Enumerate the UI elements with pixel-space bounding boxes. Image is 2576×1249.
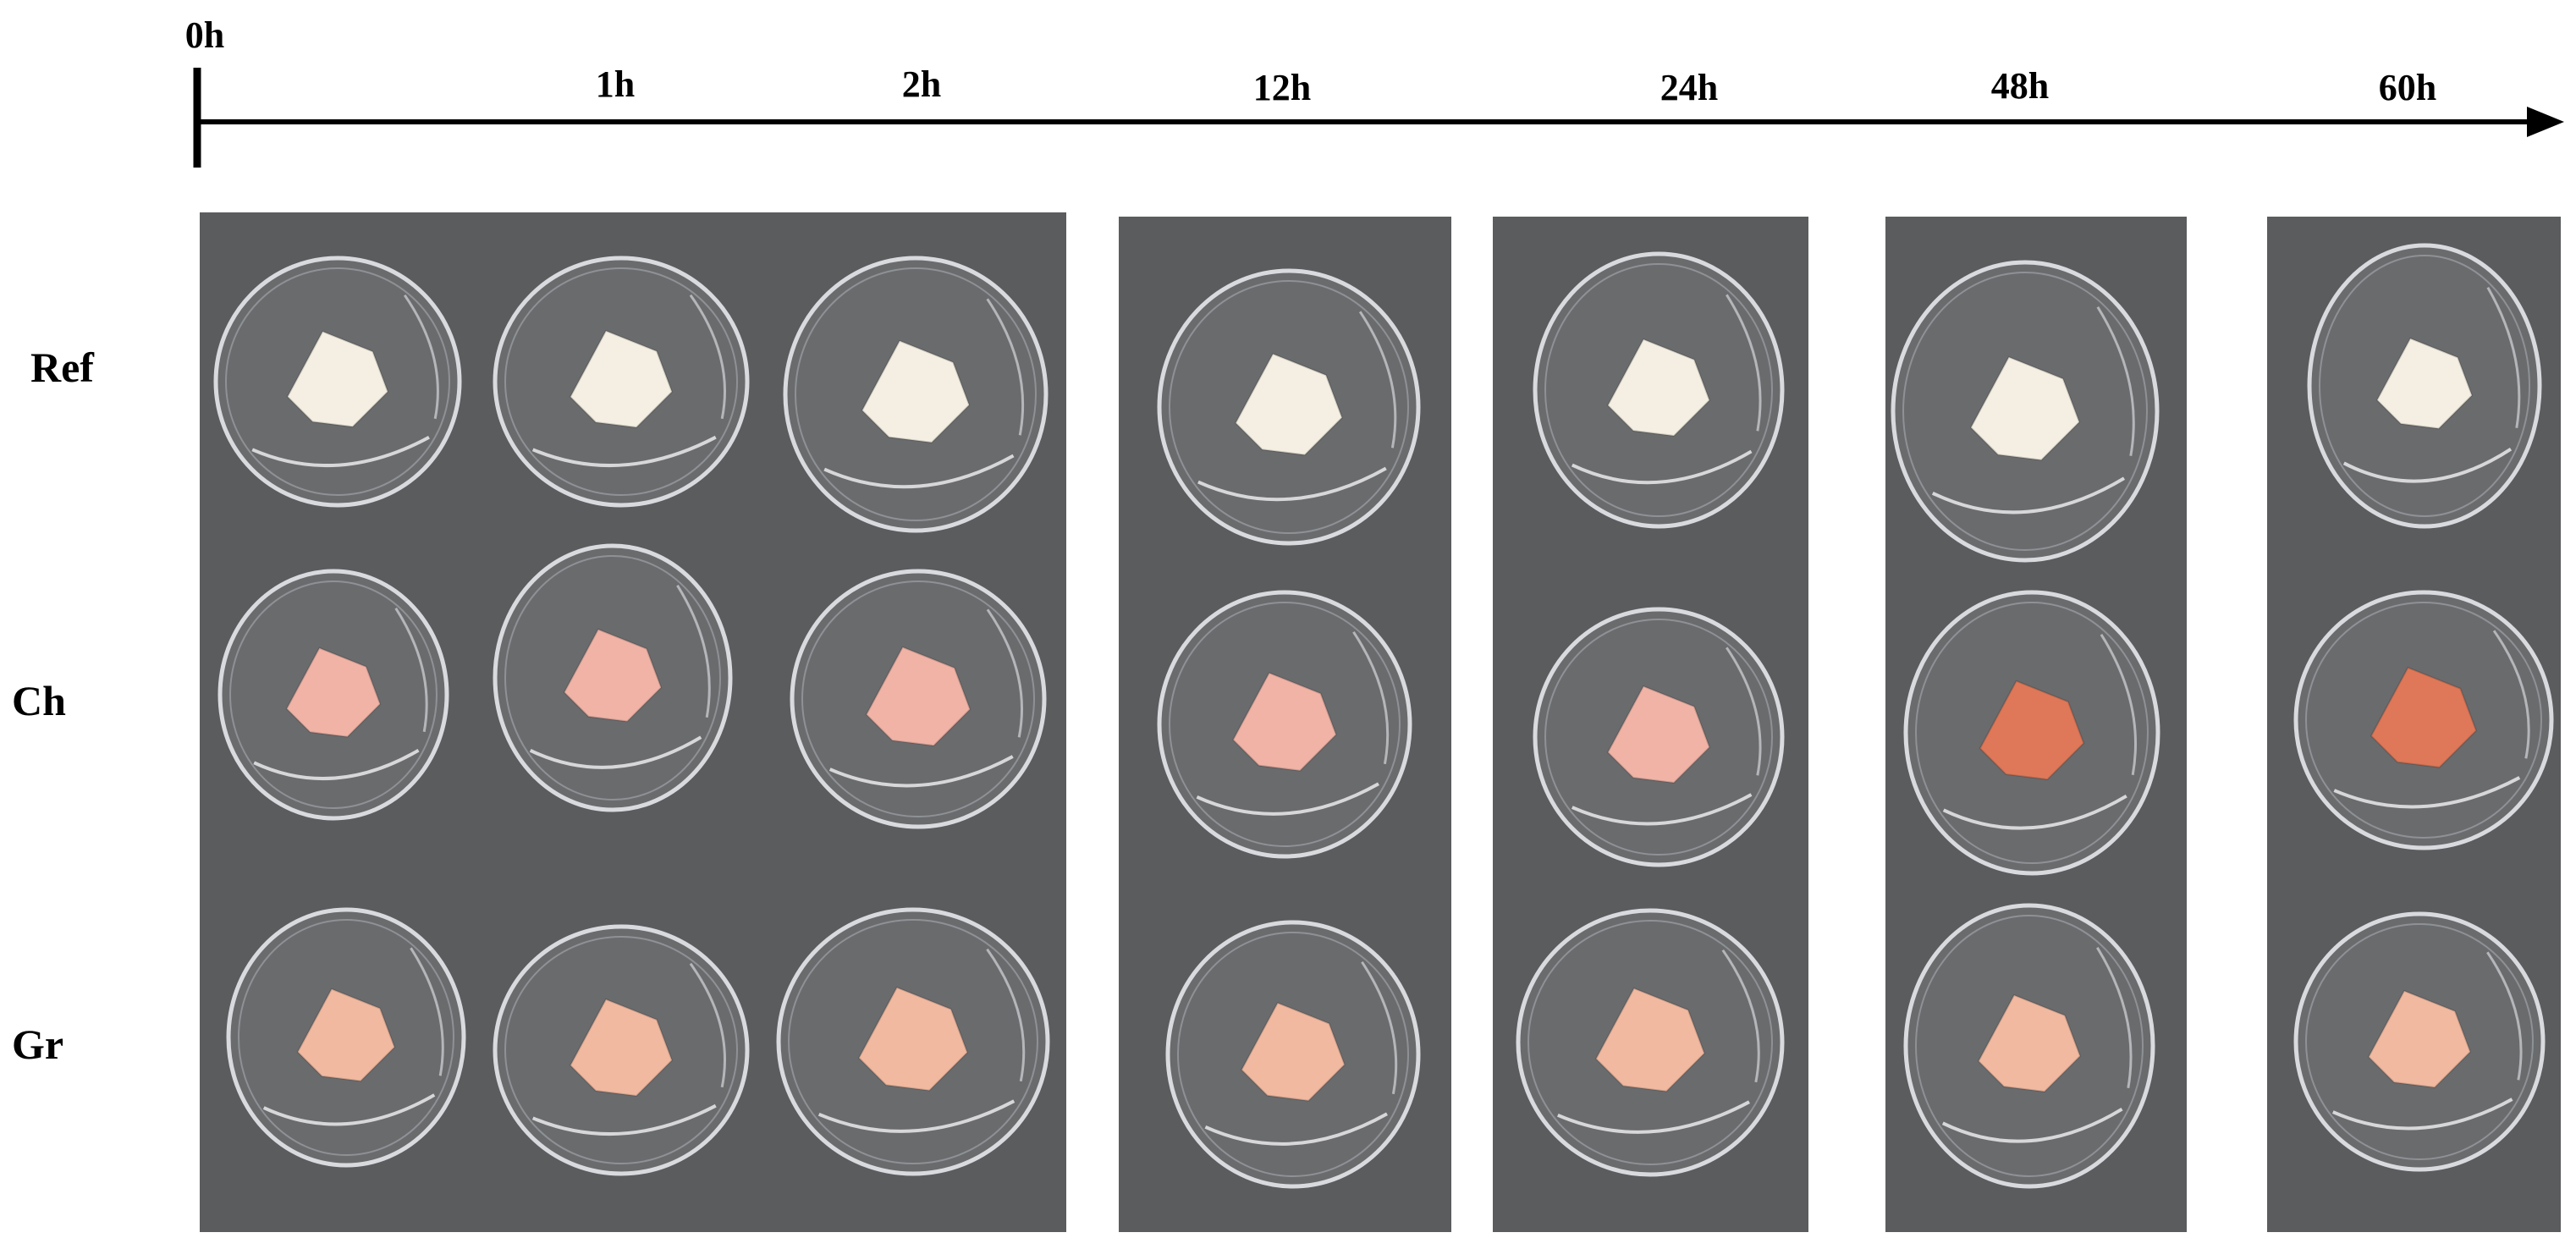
tissue-sample — [2367, 989, 2472, 1089]
dish-ref-0h — [212, 255, 463, 509]
petri-dish-icon — [217, 569, 449, 821]
dish-ref-2h — [782, 255, 1049, 534]
dish-ch-12h — [1156, 589, 1413, 860]
dish-gr-24h — [1515, 907, 1786, 1178]
tissue-sample — [1969, 355, 2081, 461]
tissue-sample — [1231, 671, 1337, 772]
time-label-24h: 24h — [1660, 67, 1719, 108]
dish-ref-24h — [1532, 250, 1786, 530]
tissue-sample — [1234, 352, 1343, 456]
dish-gr-2h — [775, 906, 1051, 1177]
petri-dish-icon — [493, 256, 750, 508]
time-label-0h: 0h — [184, 14, 225, 56]
dish-gr-1h — [492, 923, 751, 1177]
tissue-sample — [569, 329, 674, 429]
petri-dish-icon — [1157, 590, 1412, 859]
dish-ch-24h — [1532, 606, 1786, 868]
petri-dish-icon — [1903, 590, 2160, 876]
time-label-48h: 48h — [1990, 65, 2050, 107]
dish-ch-0h — [217, 568, 450, 822]
timeline-axis — [193, 68, 2564, 168]
tissue-sample — [2370, 666, 2478, 768]
petri-dish-icon — [1165, 920, 1421, 1189]
petri-dish-icon — [1891, 260, 2160, 563]
petri-dish-icon — [2307, 243, 2542, 529]
dish-gr-0h — [225, 906, 467, 1169]
photo-block-24h — [1493, 217, 1808, 1232]
tissue-sample — [2375, 337, 2474, 430]
dish-ch-2h — [789, 568, 1048, 830]
tissue-sample — [1240, 1001, 1346, 1102]
tissue-sample — [861, 339, 971, 443]
photo-block-60h — [2267, 217, 2561, 1232]
tissue-sample — [1606, 685, 1711, 784]
dish-ch-48h — [1902, 589, 2161, 877]
time-label-12h: 12h — [1252, 67, 1312, 108]
time-label-1h: 1h — [595, 63, 636, 105]
dish-gr-60h — [2293, 911, 2546, 1173]
petri-dish-icon — [776, 907, 1050, 1176]
dish-ref-1h — [492, 255, 751, 509]
petri-dish-icon — [213, 256, 462, 508]
dish-gr-12h — [1164, 919, 1422, 1190]
tissue-sample — [286, 330, 389, 428]
petri-dish-icon — [1903, 903, 2155, 1189]
arrow-right-icon — [2527, 107, 2564, 137]
petri-dish-icon — [790, 569, 1047, 829]
petri-dish-icon — [2293, 590, 2554, 850]
tissue-sample — [285, 647, 382, 738]
petri-dish-icon — [783, 256, 1049, 533]
petri-dish-icon — [1533, 607, 1785, 867]
time-label-2h: 2h — [901, 63, 942, 105]
tissue-sample — [569, 998, 674, 1098]
petri-dish-icon — [493, 543, 733, 812]
photo-block-12h — [1119, 217, 1451, 1232]
tissue-sample — [865, 646, 972, 747]
dish-gr-48h — [1902, 902, 2156, 1190]
dish-ref-60h — [2306, 242, 2543, 530]
row-label-ch: Ch — [12, 677, 66, 724]
photo-block-48h — [1885, 217, 2187, 1232]
row-label-ref: Ref — [30, 344, 94, 391]
dish-ref-48h — [1890, 259, 2160, 564]
petri-dish-icon — [1533, 251, 1785, 529]
dish-ch-60h — [2293, 589, 2555, 851]
tissue-sample — [1606, 338, 1711, 437]
dish-ref-12h — [1156, 267, 1422, 547]
petri-dish-icon — [226, 907, 466, 1168]
petri-dish-icon — [1516, 908, 1785, 1177]
tissue-sample — [857, 986, 969, 1092]
photo-block-0h-2h — [200, 212, 1066, 1232]
dish-ch-1h — [492, 542, 734, 813]
petri-dish-icon — [1157, 268, 1421, 546]
row-label-gr: Gr — [12, 1021, 64, 1068]
tissue-sample — [1977, 993, 2082, 1093]
tissue-sample — [563, 628, 663, 723]
tissue-sample — [1594, 987, 1706, 1092]
tissue-sample — [296, 988, 396, 1082]
tissue-sample — [1979, 680, 2085, 781]
time-label-60h: 60h — [2378, 67, 2437, 108]
petri-dish-icon — [2293, 911, 2546, 1172]
petri-dish-icon — [493, 924, 750, 1176]
